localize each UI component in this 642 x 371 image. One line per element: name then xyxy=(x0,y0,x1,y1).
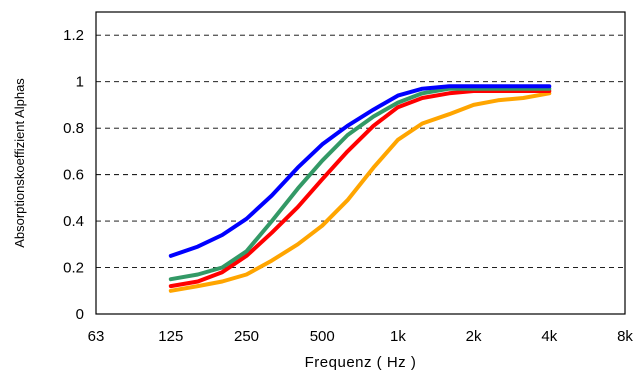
y-tick-label: 1.2 xyxy=(63,27,84,44)
series-line-2 xyxy=(168,89,552,289)
y-tick-label: 0.6 xyxy=(63,167,84,184)
series-lines xyxy=(168,84,552,293)
y-tick-labels: 0 0.2 0.4 0.6 0.8 1 1.2 xyxy=(63,27,84,323)
series-line-3 xyxy=(168,86,552,282)
series-line-4 xyxy=(168,84,552,258)
series-line-1 xyxy=(168,91,552,293)
x-tick-label: 1k xyxy=(390,328,406,345)
y-tick-label: 0.8 xyxy=(63,120,84,137)
x-tick-label: 2k xyxy=(466,328,482,345)
grid-lines xyxy=(96,34,625,268)
x-axis-title: Frequenz ( Hz ) xyxy=(305,354,417,371)
x-tick-label: 250 xyxy=(234,328,259,345)
plot-frame xyxy=(95,11,626,315)
y-tick-label: 0.2 xyxy=(63,260,84,277)
y-tick-label: 0.4 xyxy=(63,213,84,230)
x-tick-label: 500 xyxy=(310,328,335,345)
y-axis-title: Absorptionskoeffizient Alphas xyxy=(12,78,27,248)
x-tick-label: 8k xyxy=(617,328,633,345)
x-tick-label: 4k xyxy=(541,328,557,345)
y-tick-label: 0 xyxy=(76,306,84,323)
x-tick-labels: 63 125 250 500 1k 2k 4k 8k xyxy=(88,328,634,345)
y-tick-label: 1 xyxy=(76,74,84,91)
x-tick-label: 63 xyxy=(88,328,105,345)
x-tick-label: 125 xyxy=(158,328,183,345)
